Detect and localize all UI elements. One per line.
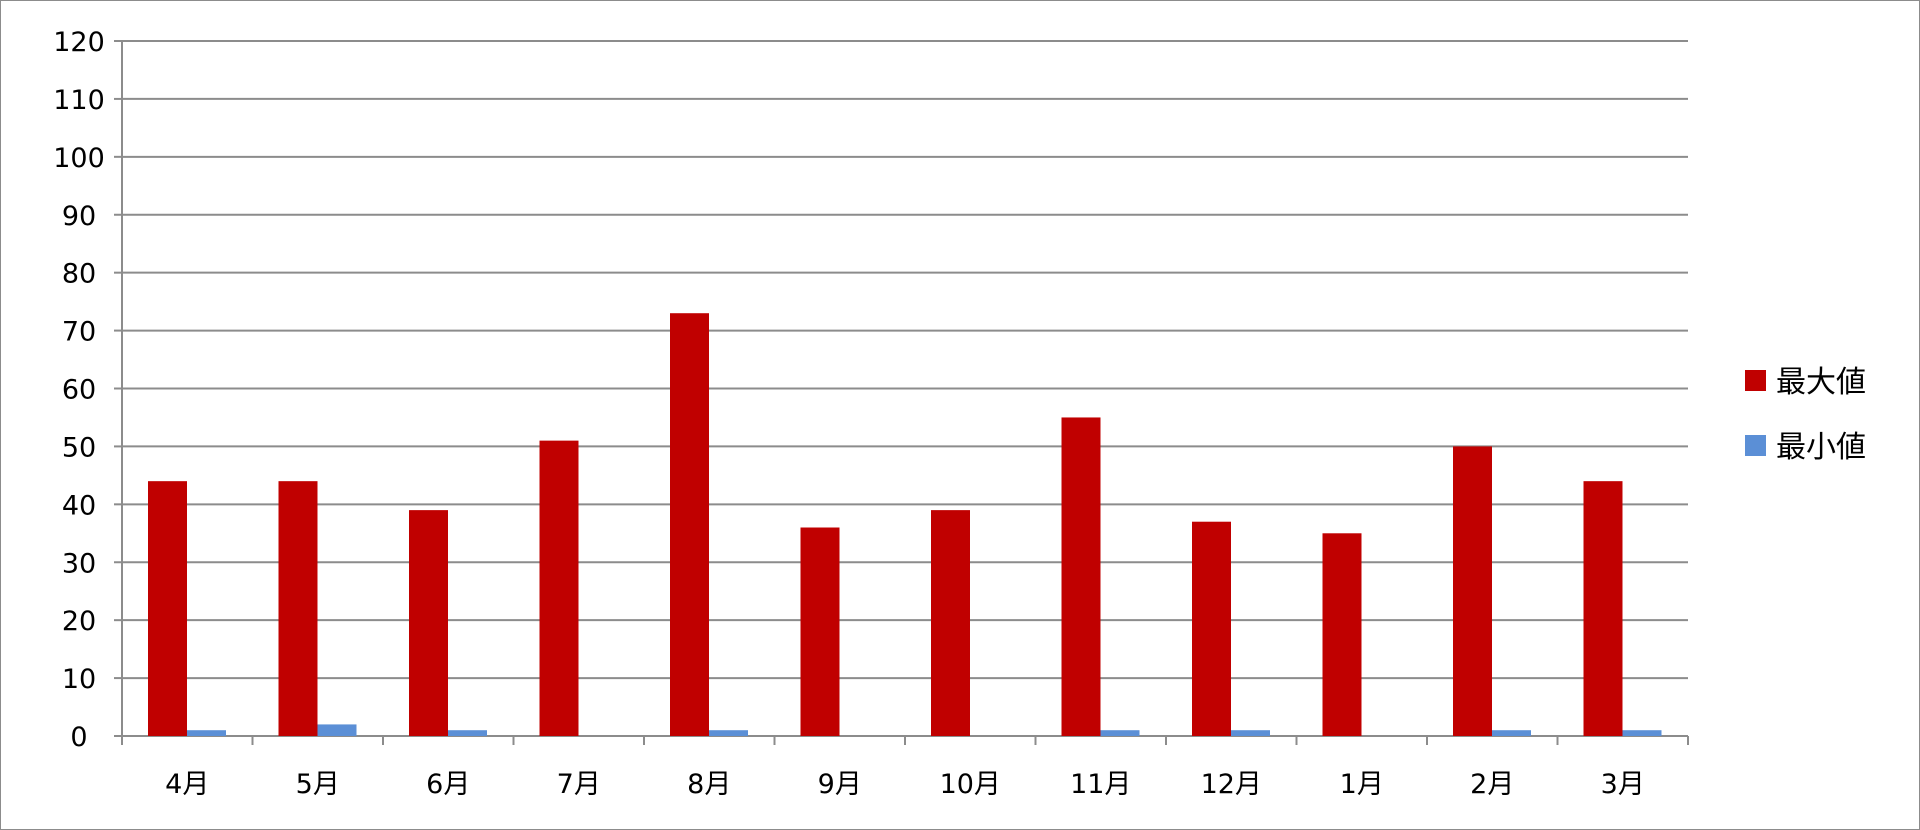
x-tick-label: 8月 <box>687 769 731 800</box>
x-tick-label: 1月 <box>1340 769 1384 800</box>
y-tick-label: 30 <box>62 548 96 579</box>
x-tick-label: 12月 <box>1201 769 1262 800</box>
y-tick-label: 0 <box>70 722 87 753</box>
bar-min <box>187 730 226 736</box>
y-tick-label: 10 <box>62 664 96 695</box>
y-tick-label: 50 <box>62 432 96 463</box>
x-tick-label: 3月 <box>1601 769 1645 800</box>
bar-max <box>409 510 448 736</box>
y-tick-label: 60 <box>62 375 96 406</box>
bar-min <box>1492 730 1531 736</box>
x-tick-label: 9月 <box>818 769 862 800</box>
bar-max <box>148 481 187 736</box>
bar-min <box>1231 730 1270 736</box>
gridlines <box>122 40 1688 680</box>
bar-max <box>931 510 970 736</box>
y-tick-label: 100 <box>53 143 105 174</box>
bar-max <box>1192 521 1231 736</box>
y-tick-label: 120 <box>53 27 105 58</box>
y-tick-label: 70 <box>62 317 96 348</box>
bar-min <box>1100 730 1140 736</box>
bar-max <box>1322 533 1362 736</box>
bar-max <box>278 481 318 736</box>
bar-max <box>1583 481 1623 736</box>
x-tick-label: 6月 <box>426 769 470 800</box>
bar-min <box>1622 730 1662 736</box>
legend-swatch <box>1745 370 1766 391</box>
bar-max <box>670 313 709 736</box>
y-tick-label: 80 <box>62 259 96 290</box>
y-tick-label: 40 <box>62 490 96 521</box>
x-tick-label: 11月 <box>1070 769 1131 800</box>
y-tick-label: 20 <box>62 606 96 637</box>
x-tick-label: 10月 <box>940 769 1001 800</box>
bar-max <box>1453 446 1492 736</box>
y-tick-label: 90 <box>62 201 96 232</box>
bar-max <box>800 527 840 736</box>
x-tick-label: 5月 <box>296 769 340 800</box>
x-axis: 4月 5月 6月 7月 8月 9月 10月 11月 12月 1月 2月 3月 <box>121 735 1689 800</box>
legend-label: 最小値 <box>1776 430 1866 465</box>
bar-max <box>539 440 579 736</box>
bar-min <box>317 724 357 736</box>
bar-max <box>1061 417 1101 736</box>
legend-label: 最大値 <box>1776 365 1866 400</box>
y-axis: 0 10 20 30 40 50 60 70 80 90 100 110 120 <box>53 27 123 753</box>
x-tick-label: 4月 <box>165 769 209 800</box>
y-tick-label: 110 <box>53 85 105 116</box>
bar-min <box>448 730 487 736</box>
bar-min <box>709 730 748 736</box>
bars <box>148 313 1662 736</box>
x-tick-label: 7月 <box>557 769 601 800</box>
legend-swatch <box>1745 435 1766 456</box>
x-tick-label: 2月 <box>1470 769 1514 800</box>
